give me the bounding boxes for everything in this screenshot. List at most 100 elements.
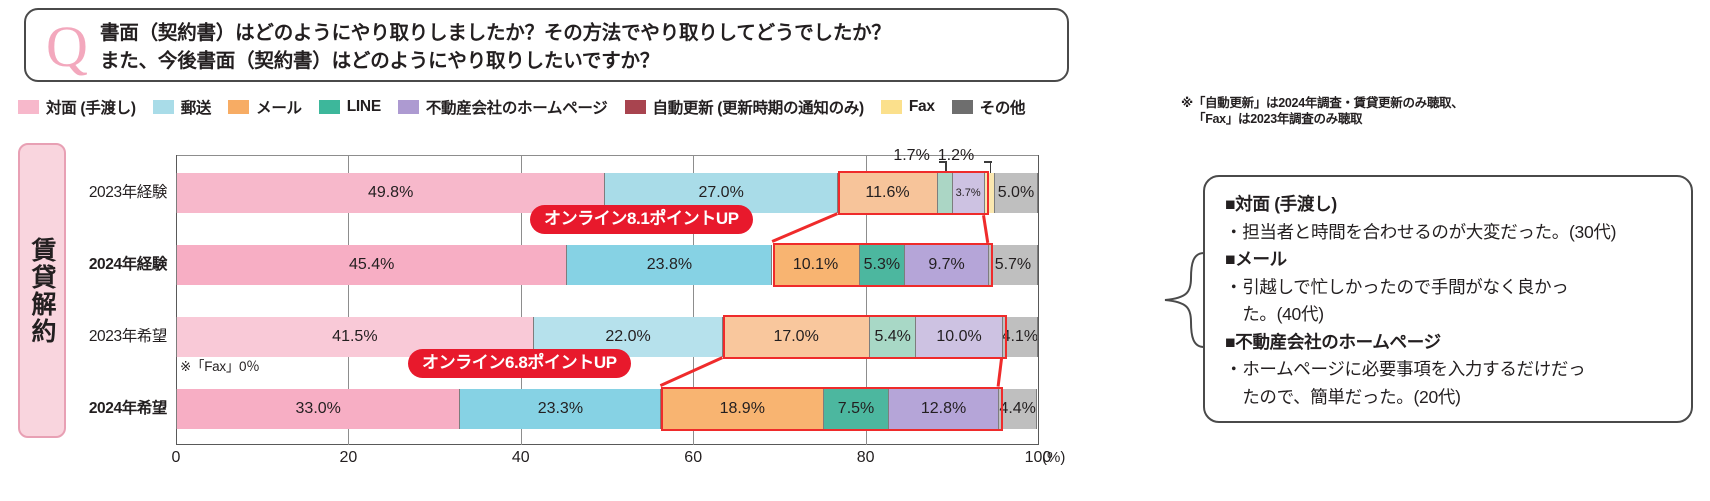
legend-footnote-line-1: ※「自動更新」は2024年調査・賃貸更新のみ聴取、 bbox=[1181, 96, 1464, 110]
legend-item: 自動更新 (更新時期の通知のみ) bbox=[624, 96, 865, 118]
chart-row: 2024年経験 45.4% 23.8% 10.1% 5.3% 9.7% 5.7% bbox=[89, 245, 1038, 285]
bar-segment-value: 23.8% bbox=[646, 256, 693, 273]
comment-heading: ■対面 (手渡し) bbox=[1225, 194, 1337, 214]
legend-label: 対面 (手渡し) bbox=[46, 100, 136, 117]
bar-segment-value: 23.3% bbox=[537, 400, 584, 417]
legend-label: その他 bbox=[979, 100, 1026, 117]
comment-list: ■対面 (手渡し) ・担当者と時間を合わせるのが大変だった。(30代) ■メール・引… bbox=[1205, 177, 1691, 411]
legend-footnote: ※「自動更新」は2024年調査・賃貸更新のみ聴取、 「Fax」は2023年調査の… bbox=[1181, 95, 1464, 127]
bar-segment-value: 5.4% bbox=[874, 328, 911, 345]
comment-balloon: ■対面 (手渡し) ・担当者と時間を合わせるのが大変だった。(30代) ■メール・引… bbox=[1203, 175, 1693, 423]
bar-segment: 17.0% bbox=[723, 317, 870, 357]
comment-item: ・ホームページに必要事項を入力するだけだっ bbox=[1225, 359, 1586, 379]
grid-line bbox=[693, 155, 695, 445]
bar-segment: 1.2% bbox=[984, 173, 995, 213]
x-axis-tick-label: 40 bbox=[511, 449, 530, 466]
legend-item: 郵送 bbox=[152, 96, 212, 118]
bar-segment: 9.7% bbox=[905, 245, 989, 285]
highlight-connector bbox=[660, 356, 724, 387]
comment-item: ・引越しで忙しかったので手間がなく良かっ bbox=[1225, 276, 1569, 297]
bar-segment: 49.8% bbox=[176, 173, 606, 213]
bar-segment-value: 3.7% bbox=[955, 187, 981, 199]
legend-swatch-icon bbox=[951, 100, 973, 114]
category-side-label: 賃貸解約 bbox=[18, 143, 66, 438]
question-line-2: また、今後書面（契約書）はどのようにやり取りしたいですか？ bbox=[100, 50, 660, 72]
legend-item: 対面 (手渡し) bbox=[18, 96, 136, 118]
bar-segment: 4.4% bbox=[999, 389, 1038, 429]
legend-swatch-icon bbox=[624, 100, 646, 114]
bar-segment-value: 22.0% bbox=[605, 328, 651, 345]
bar-segment-value: 18.9% bbox=[719, 400, 765, 417]
bar-segment: 3.7% bbox=[952, 173, 985, 213]
bar-segment-value: 9.7% bbox=[928, 256, 965, 273]
legend-item: メール bbox=[228, 96, 302, 118]
x-axis-tick-label: 20 bbox=[339, 449, 358, 466]
callout-leader-line bbox=[989, 161, 992, 173]
legend-item: LINE bbox=[318, 98, 381, 116]
bar-segment-value: 4.4% bbox=[999, 400, 1036, 417]
chart-legend: 対面 (手渡し) 郵送 メール LINE 不動産会社のホームページ 自動更新 (更新時期の… bbox=[18, 95, 1042, 119]
legend-label: 郵送 bbox=[180, 100, 212, 117]
grid-line bbox=[176, 155, 177, 445]
chart-row: 2024年希望 33.0% 23.3% 18.9% 7.5% 12.8% 4.4% bbox=[89, 389, 1038, 429]
comment-item: た。(40代) bbox=[1225, 304, 1324, 324]
bar-segment: 4.1% bbox=[1002, 317, 1038, 357]
axis-top-line bbox=[176, 155, 1038, 156]
bar-segment-value: 7.5% bbox=[837, 400, 875, 417]
bar-segment-value: 5.3% bbox=[863, 256, 901, 273]
bar-callout-label: 1.7% bbox=[893, 147, 930, 164]
legend-swatch-icon bbox=[397, 100, 419, 114]
legend-swatch-icon bbox=[18, 100, 39, 114]
axis-bottom-line bbox=[176, 443, 1038, 445]
legend-label: メール bbox=[256, 100, 302, 117]
row-label: 2024年希望 bbox=[88, 400, 168, 417]
bar-segment: 23.8% bbox=[567, 245, 773, 285]
stacked-bar: 41.5% 22.0% 17.0% 5.4% 10.0% 4.1% bbox=[176, 317, 1038, 357]
legend-item: 不動産会社のホームページ bbox=[397, 96, 608, 118]
bar-segment: 1.7% bbox=[938, 173, 953, 213]
bar-segment: 18.9% bbox=[661, 389, 825, 429]
online-up-badge-1: オンライン8.1ポイントUP bbox=[530, 205, 753, 234]
comment-item: ・担当者と時間を合わせるのが大変だった。(30代) bbox=[1225, 221, 1617, 242]
legend-item: Fax bbox=[880, 98, 935, 116]
bar-segment: 45.4% bbox=[176, 245, 568, 285]
question-mark-icon: Q bbox=[46, 14, 88, 79]
chart-row: 2023年希望 41.5% 22.0% 17.0% 5.4% 10.0% 4.1% bbox=[89, 317, 1038, 357]
question-box: Q 書面（契約書）はどのようにやり取りしましたか？その方法でやり取りしてどうでし… bbox=[24, 8, 1069, 82]
bar-segment-value: 41.5% bbox=[332, 328, 378, 345]
x-axis-tick-label: 60 bbox=[684, 449, 703, 466]
comment-heading: ■メール bbox=[1225, 249, 1287, 269]
fax-zero-note: ※「Fax」0％ bbox=[180, 359, 260, 374]
bar-segment-value: 12.8% bbox=[920, 400, 967, 417]
bar-segment-value: 17.0% bbox=[773, 328, 819, 345]
bar-segment-value: 49.8% bbox=[367, 184, 414, 201]
callout-leader-line bbox=[945, 161, 947, 173]
bar-segment-value: 5.0% bbox=[997, 184, 1035, 201]
bar-segment: 11.6% bbox=[838, 173, 938, 213]
row-label: 2024年経験 bbox=[88, 256, 168, 273]
bar-segment: 33.0% bbox=[176, 389, 461, 429]
bar-segment-value: 27.0% bbox=[698, 184, 744, 201]
bar-callout-label: 1.2% bbox=[937, 147, 975, 164]
legend-label: 不動産会社のホームページ bbox=[425, 100, 608, 117]
bar-segment: 10.0% bbox=[916, 317, 1003, 357]
stacked-bar: 49.8% 27.0% 11.6% 1.7%3.7%1.2%5.0% bbox=[176, 173, 1038, 213]
bar-segment-value: 5.7% bbox=[994, 256, 1032, 273]
legend-footnote-line-2: 「Fax」は2023年調査のみ聴取 bbox=[1193, 112, 1363, 126]
bar-segment: 10.1% bbox=[772, 245, 860, 285]
legend-label: LINE bbox=[346, 98, 381, 115]
legend-label: 自動更新 (更新時期の通知のみ) bbox=[652, 100, 865, 117]
bar-segment-value: 11.6% bbox=[865, 184, 910, 201]
question-text: 書面（契約書）はどのようにやり取りしましたか？その方法でやり取りしてどうでしたか… bbox=[100, 19, 1057, 75]
legend-swatch-icon bbox=[318, 100, 340, 114]
callout-leader-tick bbox=[939, 161, 948, 163]
x-axis-tick-label: 80 bbox=[856, 449, 875, 466]
bar-segment: 7.5% bbox=[824, 389, 889, 429]
highlight-connector bbox=[771, 212, 839, 243]
grid-line bbox=[520, 155, 522, 445]
stacked-bar: 33.0% 23.3% 18.9% 7.5% 12.8% 4.4% bbox=[176, 389, 1038, 429]
online-up-badge-2: オンライン6.8ポイントUP bbox=[408, 349, 631, 378]
comment-item: たので、簡単だった。(20代) bbox=[1225, 386, 1461, 407]
bar-segment-value: 45.4% bbox=[348, 256, 395, 273]
category-side-label-text: 賃貸解約 bbox=[28, 236, 56, 345]
